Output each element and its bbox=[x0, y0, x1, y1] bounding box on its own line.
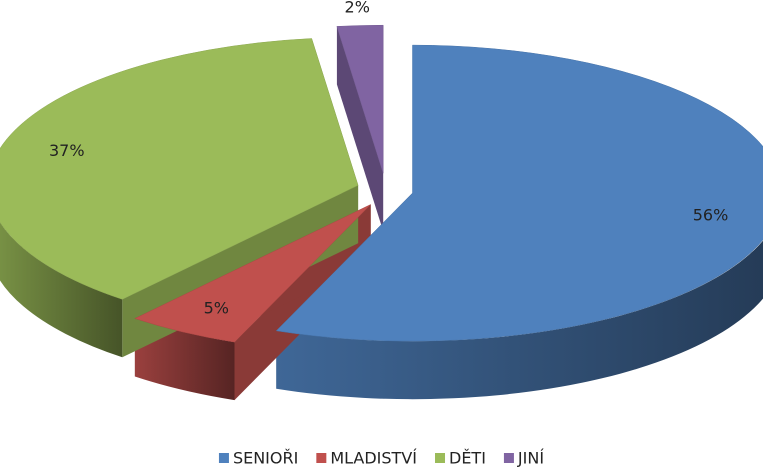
data-label: 56% bbox=[693, 205, 729, 224]
legend-swatch bbox=[218, 453, 229, 463]
slice-wall bbox=[276, 240, 763, 400]
legend-swatch bbox=[503, 453, 514, 463]
slice bbox=[134, 204, 371, 343]
data-label: 5% bbox=[204, 298, 229, 317]
legend-label: JINÍ bbox=[517, 449, 544, 468]
legend-swatch bbox=[435, 453, 446, 463]
legend-label: SENIOŘI bbox=[233, 449, 298, 468]
legend-swatch bbox=[316, 453, 327, 463]
data-label: 2% bbox=[345, 0, 370, 16]
slice-cut-face bbox=[336, 26, 384, 232]
legend: SENIOŘI MLADISTVÍ DĚTI JINÍ bbox=[218, 449, 544, 468]
slice bbox=[0, 38, 359, 300]
slice bbox=[336, 24, 384, 174]
legend-label: DĚTI bbox=[449, 449, 486, 468]
legend-label: MLADISTVÍ bbox=[330, 449, 417, 468]
slice bbox=[275, 44, 763, 342]
slice-wall bbox=[0, 222, 123, 358]
slice-tops bbox=[0, 24, 763, 343]
data-label: 37% bbox=[49, 141, 85, 160]
